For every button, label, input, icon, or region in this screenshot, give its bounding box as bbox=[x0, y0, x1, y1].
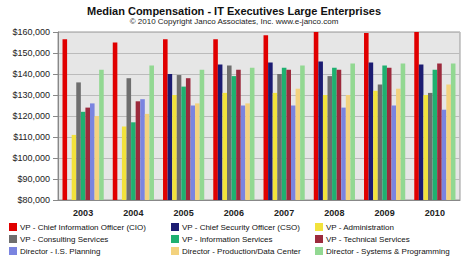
svg-text:2007: 2007 bbox=[274, 208, 294, 218]
svg-text:$140,000: $140,000 bbox=[12, 69, 50, 79]
svg-text:2005: 2005 bbox=[174, 208, 194, 218]
svg-text:$130,000: $130,000 bbox=[12, 90, 50, 100]
svg-text:VP - Information Services: VP - Information Services bbox=[182, 235, 273, 244]
svg-text:2008: 2008 bbox=[324, 208, 344, 218]
svg-text:2009: 2009 bbox=[375, 208, 395, 218]
svg-text:Median Compensation - IT Execu: Median Compensation - IT Executives Larg… bbox=[87, 5, 381, 17]
svg-text:$80,000: $80,000 bbox=[17, 195, 50, 205]
svg-text:$110,000: $110,000 bbox=[13, 132, 50, 142]
svg-text:$150,000: $150,000 bbox=[12, 48, 50, 58]
svg-text:Director - Systems & Programmi: Director - Systems & Programming bbox=[326, 247, 450, 256]
svg-text:Director - I.S. Planning: Director - I.S. Planning bbox=[20, 247, 100, 256]
svg-text:2006: 2006 bbox=[224, 208, 244, 218]
svg-text:© 2010 Copyright Janco Associa: © 2010 Copyright Janco Associates, Inc. … bbox=[130, 17, 339, 26]
svg-text:$90,000: $90,000 bbox=[17, 174, 50, 184]
svg-text:VP - Chief Information Officer: VP - Chief Information Officer (CIO) bbox=[20, 223, 146, 232]
svg-text:VP - Chief Security Officer (C: VP - Chief Security Officer (CSO) bbox=[182, 223, 300, 232]
svg-text:$100,000: $100,000 bbox=[12, 153, 50, 163]
svg-text:$160,000: $160,000 bbox=[12, 27, 50, 37]
svg-text:VP - Administration: VP - Administration bbox=[326, 223, 394, 232]
svg-text:Director - Production/Data Cen: Director - Production/Data Center bbox=[182, 247, 301, 256]
svg-text:2010: 2010 bbox=[425, 208, 445, 218]
svg-text:2003: 2003 bbox=[73, 208, 93, 218]
svg-text:VP - Technical Services: VP - Technical Services bbox=[326, 235, 410, 244]
svg-text:VP - Consulting Services: VP - Consulting Services bbox=[20, 235, 108, 244]
svg-text:$120,000: $120,000 bbox=[12, 111, 50, 121]
svg-text:2004: 2004 bbox=[123, 208, 143, 218]
